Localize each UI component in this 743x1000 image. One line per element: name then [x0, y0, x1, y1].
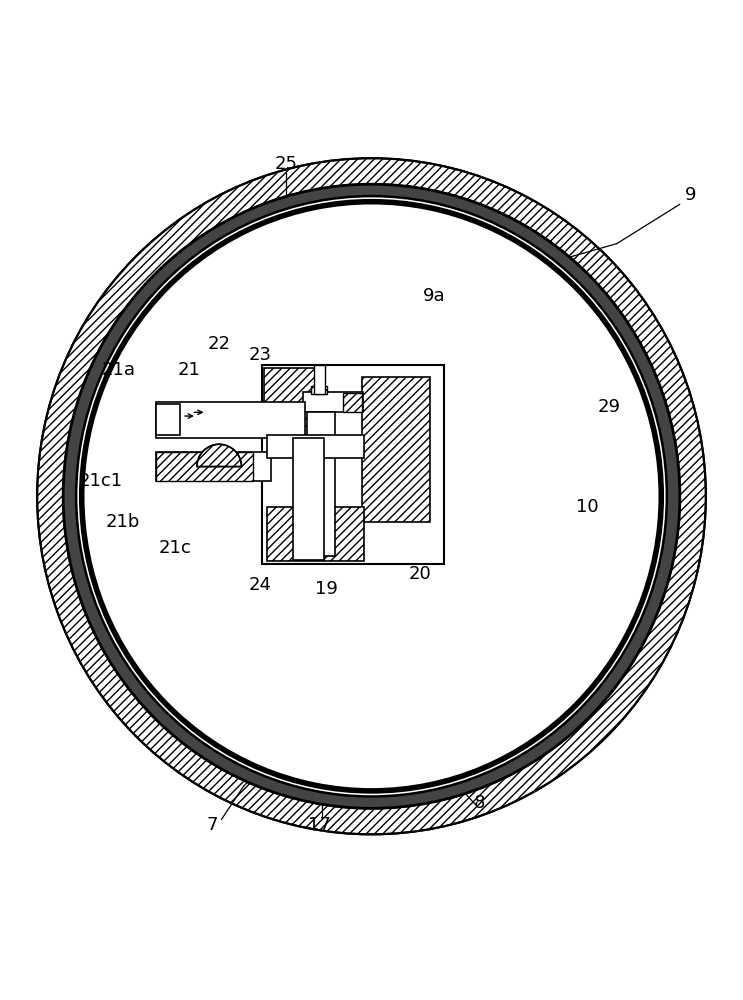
Text: 24: 24: [249, 576, 271, 594]
Bar: [343, 393, 362, 412]
Ellipse shape: [76, 196, 667, 796]
Ellipse shape: [37, 158, 706, 834]
Text: 7: 7: [206, 816, 218, 834]
Text: 23: 23: [249, 346, 271, 364]
Text: 21a: 21a: [102, 361, 136, 379]
Text: 29: 29: [598, 398, 620, 416]
Ellipse shape: [82, 202, 661, 791]
Text: 21b: 21b: [106, 513, 140, 531]
Ellipse shape: [63, 184, 680, 808]
Bar: [267, 507, 364, 561]
Ellipse shape: [88, 208, 655, 785]
Text: 22: 22: [208, 335, 230, 353]
Wedge shape: [197, 444, 241, 467]
Bar: [156, 402, 305, 438]
Bar: [311, 386, 327, 394]
Bar: [293, 438, 324, 560]
Text: 10: 10: [576, 498, 598, 516]
Text: 20: 20: [409, 565, 431, 583]
Text: 9: 9: [685, 186, 697, 204]
Bar: [307, 412, 335, 556]
Bar: [156, 404, 180, 435]
Text: 21c1: 21c1: [78, 472, 123, 490]
Text: 21: 21: [178, 361, 201, 379]
Bar: [267, 435, 364, 458]
Text: 21c: 21c: [158, 539, 191, 557]
Bar: [262, 365, 444, 564]
Text: 9a: 9a: [424, 287, 446, 305]
Ellipse shape: [63, 184, 680, 808]
Bar: [362, 377, 430, 522]
Bar: [303, 392, 363, 412]
Bar: [156, 452, 253, 481]
Bar: [264, 368, 317, 426]
Bar: [314, 365, 325, 394]
Text: 17: 17: [308, 816, 331, 834]
Bar: [156, 452, 271, 481]
Text: 19: 19: [316, 580, 338, 598]
Text: 25: 25: [275, 155, 297, 173]
Text: 8: 8: [473, 794, 485, 812]
